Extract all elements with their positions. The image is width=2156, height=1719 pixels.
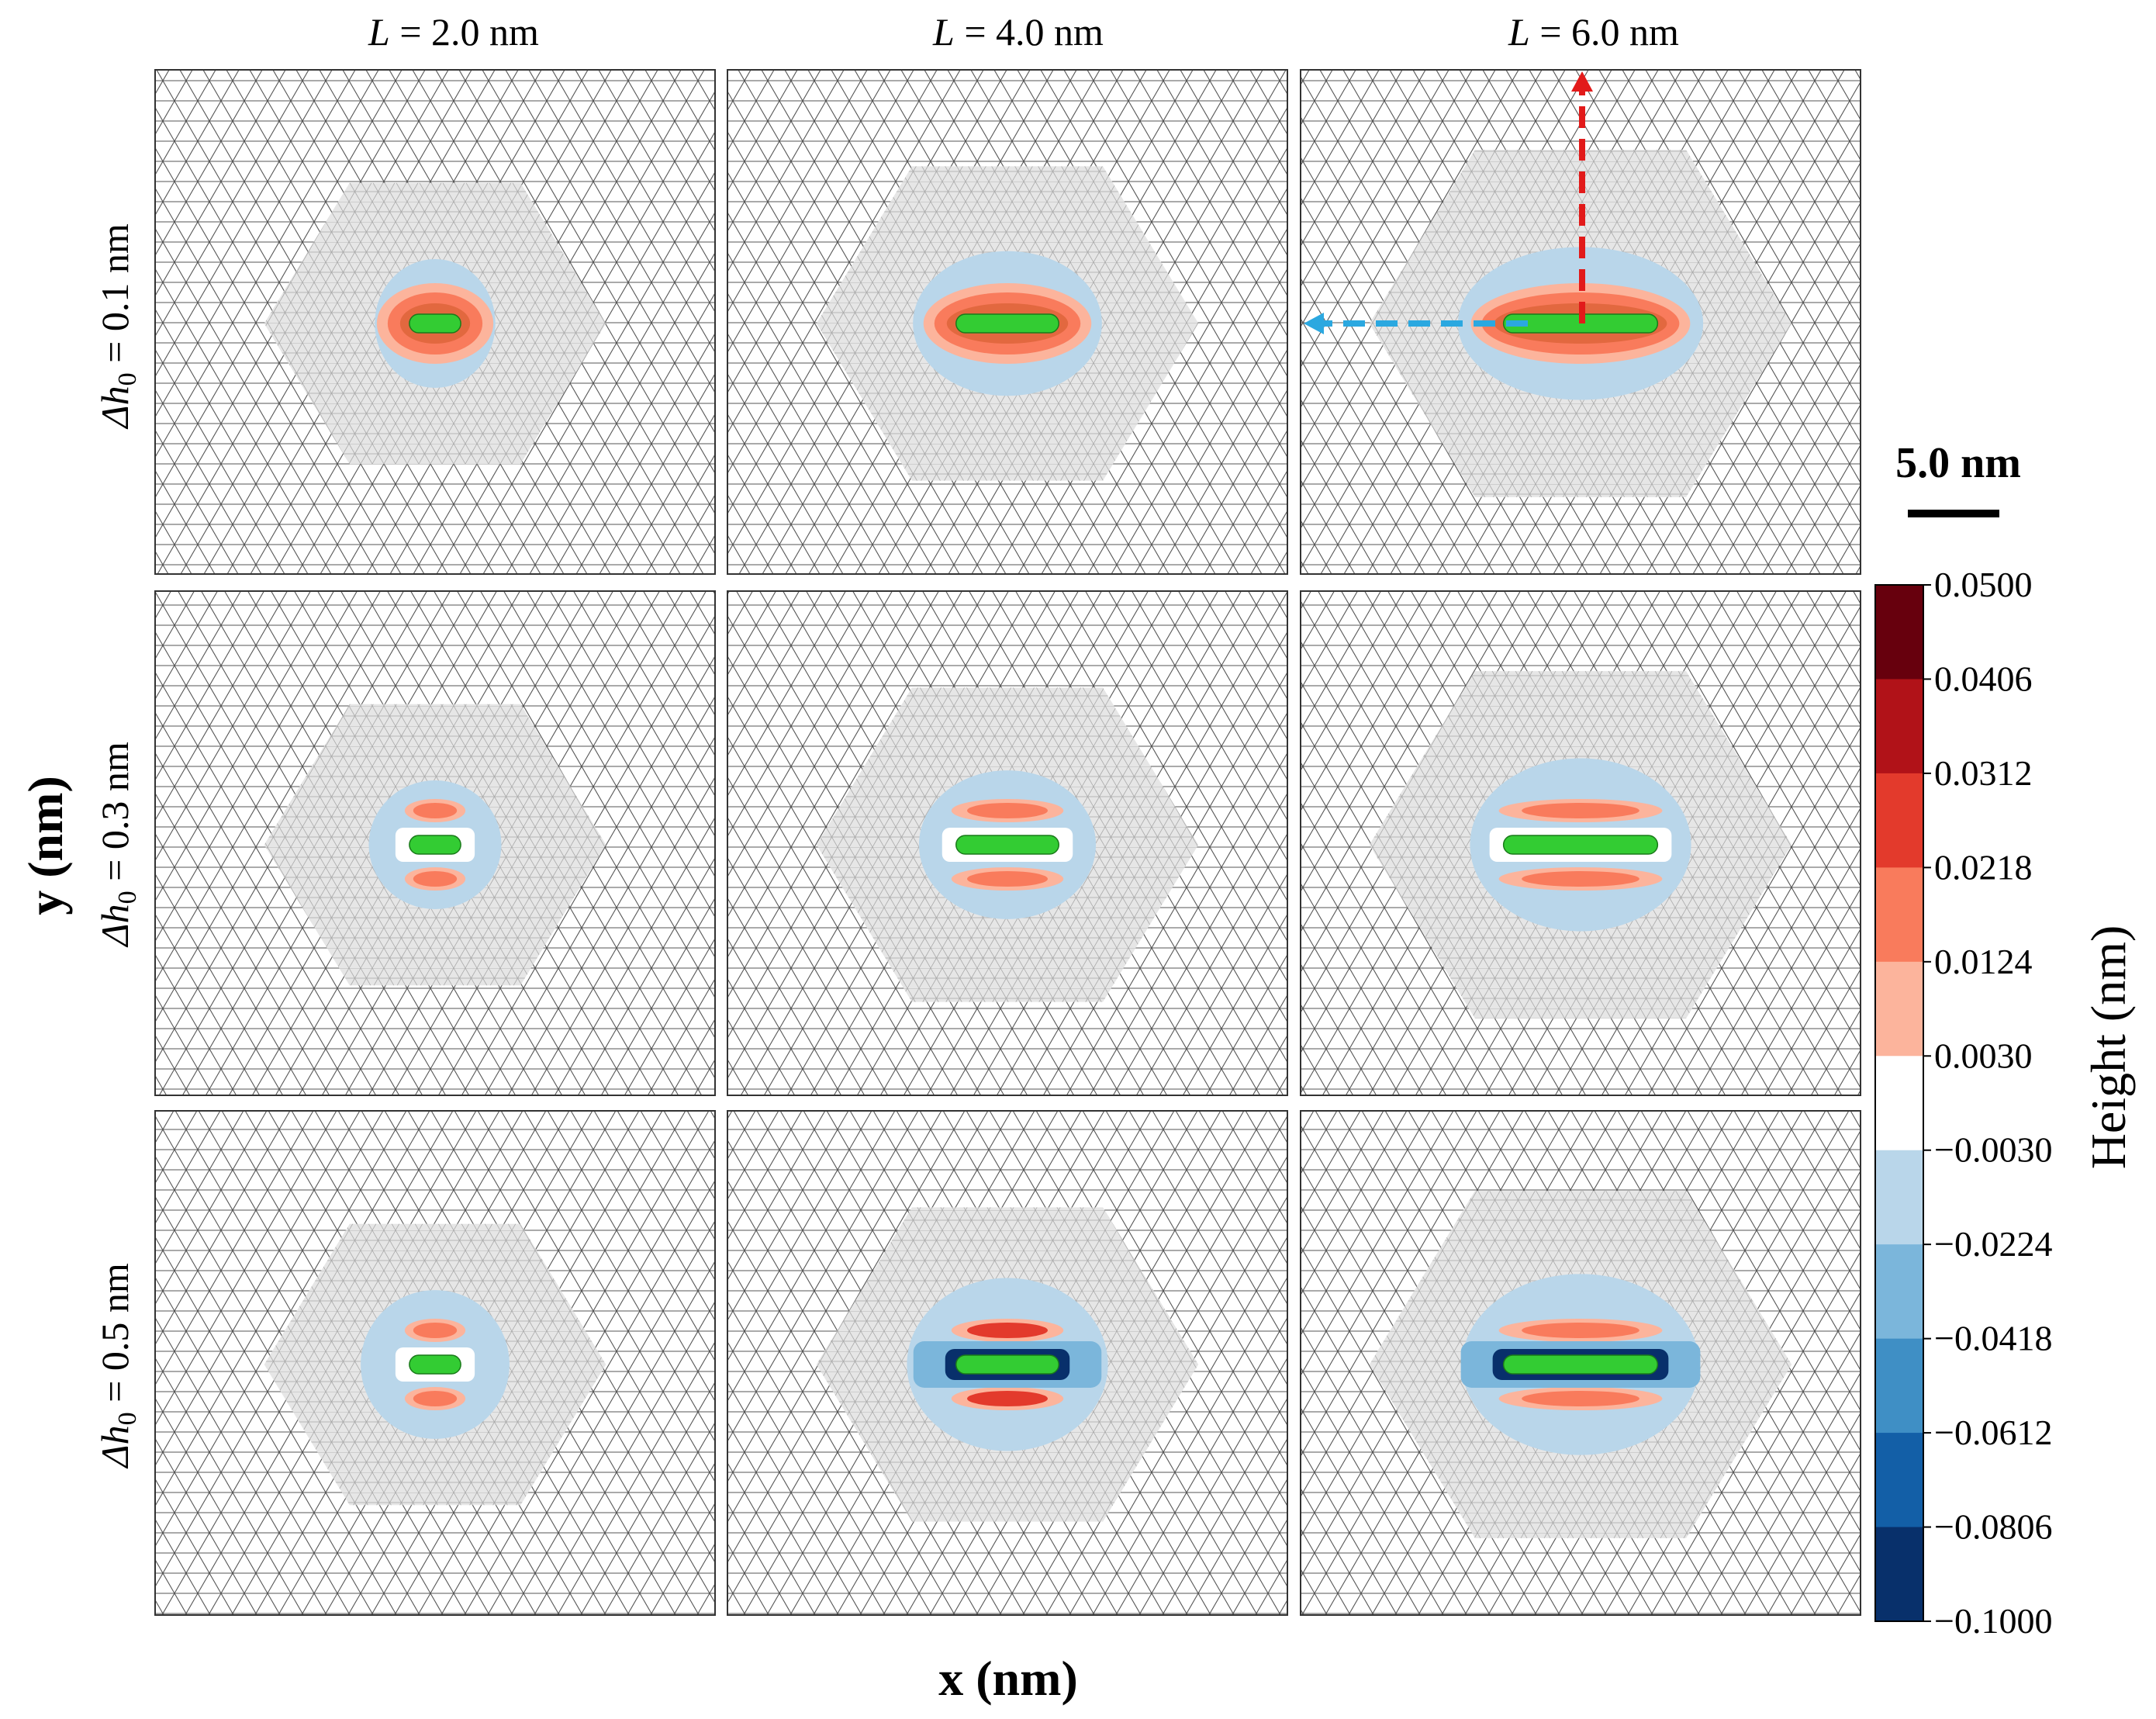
inclusion-rod — [955, 835, 1059, 855]
panel-content — [727, 591, 1287, 1095]
panel-border — [1300, 1110, 1861, 1616]
panel-r3-c3 — [1300, 1110, 1861, 1616]
upper-bump-core — [413, 1323, 458, 1338]
panel-r2-c3 — [1300, 590, 1861, 1096]
upper-bump-core — [1522, 1323, 1639, 1338]
panel-r1-c1 — [154, 69, 716, 575]
colorbar-frame — [1874, 584, 1924, 1622]
colorbar-label: Height (nm) — [2081, 925, 2136, 1170]
panel-border — [154, 69, 716, 575]
arrow-up — [1571, 71, 1593, 323]
colorbar-bin — [1875, 1338, 1923, 1434]
row-title-1: Δh0 = 0.1 nm — [93, 223, 142, 430]
colorbar-tick-label: 0.0500 — [1934, 565, 2033, 604]
arrow-left — [1304, 313, 1528, 334]
panel-border — [154, 590, 716, 1096]
lower-bump-core — [1522, 871, 1639, 887]
panel-border — [1300, 590, 1861, 1096]
panel-content — [155, 70, 715, 574]
upper-bump-core — [966, 803, 1049, 818]
inclusion-rod — [409, 1354, 461, 1375]
colorbar-tick-label: −0.0030 — [1934, 1130, 2052, 1170]
x-axis-label: x (nm) — [938, 1651, 1078, 1706]
panel-r1-c2 — [727, 69, 1288, 575]
upper-bump-core — [413, 803, 458, 818]
colorbar-tick-label: 0.0124 — [1934, 942, 2033, 981]
panel-border — [1300, 69, 1861, 575]
panel-r3-c1 — [154, 1110, 716, 1616]
y-axis-label: y (nm) — [18, 776, 73, 915]
colorbar-tick-label: 0.0218 — [1934, 847, 2033, 887]
colorbar-tick-label: −0.0612 — [1934, 1413, 2052, 1452]
colorbar-tick-label: 0.0406 — [1934, 659, 2033, 698]
inclusion-rod — [955, 313, 1059, 334]
panels-grid — [154, 69, 1861, 1616]
column-title-3: L = 6.0 nm — [1508, 10, 1679, 54]
panel-border — [154, 1110, 716, 1616]
panel-content — [155, 1111, 715, 1615]
direction-arrows — [1304, 71, 1593, 334]
panel-content — [727, 1111, 1287, 1615]
inclusion-rod — [409, 313, 461, 334]
colorbar-tick-label: −0.0418 — [1934, 1319, 2052, 1358]
lower-bump-core — [413, 1391, 458, 1406]
colorbar-tick-label: −0.0806 — [1934, 1507, 2052, 1547]
panel-r2-c2 — [727, 590, 1288, 1096]
colorbar-tick-label: 0.0030 — [1934, 1036, 2033, 1075]
colorbar-bin — [1875, 585, 1923, 680]
inclusion-rod — [1502, 835, 1659, 855]
colorbar-bin — [1875, 1433, 1923, 1528]
panel-content — [1301, 1111, 1861, 1615]
upper-bump-core — [1522, 803, 1639, 818]
lower-bump-core — [413, 871, 458, 887]
colorbar-bin — [1875, 773, 1923, 868]
inclusion-rod — [1502, 1354, 1659, 1375]
colorbar-bin — [1875, 1056, 1923, 1151]
inclusion-rod — [409, 835, 461, 855]
panel-border — [727, 1110, 1288, 1616]
colorbar-bin — [1875, 1150, 1923, 1245]
lower-bump-core — [966, 1391, 1049, 1406]
colorbar-tick-label: −0.1000 — [1934, 1601, 2052, 1641]
inclusion-rod — [955, 1354, 1059, 1375]
scale-bar-label: 5.0 nm — [1895, 439, 2021, 487]
colorbar-bin — [1875, 867, 1923, 963]
colorbar: 0.0500 0.0406 0.0312 0.0218 0.0124 0.0030 −0.0… — [1874, 565, 2052, 1641]
panel-border — [727, 590, 1288, 1096]
panel-content — [155, 591, 715, 1095]
panel-border — [727, 69, 1288, 575]
colorbar-bin — [1875, 961, 1923, 1057]
lower-bump-core — [966, 871, 1049, 887]
column-title-1: L = 2.0 nm — [368, 10, 539, 54]
row-title-3: Δh0 = 0.5 nm — [93, 1263, 142, 1469]
panel-r3-c2 — [727, 1110, 1288, 1616]
colorbar-bin — [1875, 1244, 1923, 1340]
row-title-2: Δh0 = 0.3 nm — [93, 742, 142, 948]
upper-bump-core — [966, 1323, 1049, 1338]
panel-r2-c1 — [154, 590, 716, 1096]
column-title-2: L = 4.0 nm — [932, 10, 1104, 54]
panel-content — [1301, 591, 1861, 1095]
panel-content — [727, 70, 1287, 574]
colorbar-bin — [1875, 1527, 1923, 1622]
lower-bump-core — [1522, 1391, 1639, 1406]
colorbar-bin — [1875, 679, 1923, 774]
colorbar-tick-label: −0.0224 — [1934, 1224, 2052, 1264]
colorbar-tick-label: 0.0312 — [1934, 753, 2033, 793]
